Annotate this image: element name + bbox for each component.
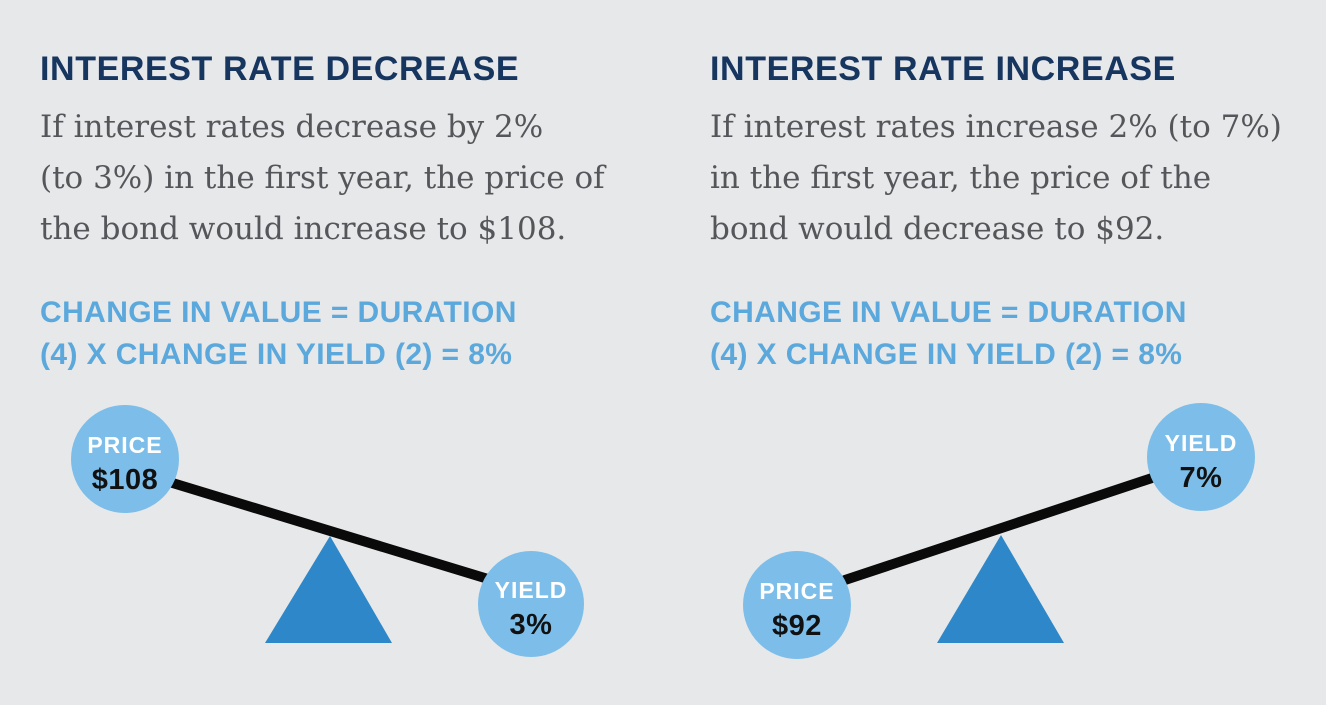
- seesaw-diagram-increase: YIELD 7% PRICE $92: [743, 403, 1255, 659]
- formula-line: CHANGE IN VALUE = DURATION: [710, 296, 1187, 329]
- description-line: (to 3%) in the first year, the price of: [40, 160, 605, 196]
- seesaw-beam: [840, 472, 1160, 585]
- price-circle: [743, 551, 851, 659]
- seesaw-beam: [161, 476, 493, 584]
- panel-description: If interest rates decrease by 2% (to 3%)…: [40, 102, 605, 255]
- price-circle-label: PRICE: [87, 432, 162, 458]
- yield-circle-value: 7%: [1180, 462, 1223, 494]
- description-line: the bond would increase to $108.: [40, 211, 567, 247]
- formula-line: CHANGE IN VALUE = DURATION: [40, 296, 517, 329]
- formula-text: CHANGE IN VALUE = DURATION (4) X CHANGE …: [710, 292, 1187, 376]
- description-line: in the first year, the price of the: [710, 160, 1212, 196]
- yield-circle-value: 3%: [510, 609, 553, 641]
- description-line: bond would decrease to $92.: [710, 211, 1165, 247]
- panel-title: INTEREST RATE DECREASE: [40, 50, 520, 88]
- yield-circle: [1147, 403, 1255, 511]
- panel-interest-rate-increase: INTEREST RATE INCREASE If interest rates…: [710, 0, 1326, 705]
- formula-text: CHANGE IN VALUE = DURATION (4) X CHANGE …: [40, 292, 517, 376]
- price-circle-value: $92: [772, 610, 822, 642]
- panel-title: INTEREST RATE INCREASE: [710, 50, 1176, 88]
- price-circle: [71, 405, 179, 513]
- yield-circle-label: YIELD: [1165, 430, 1238, 456]
- panel-interest-rate-decrease: INTEREST RATE DECREASE If interest rates…: [40, 0, 656, 705]
- seesaw-diagram-decrease: PRICE $108 YIELD 3%: [71, 405, 584, 657]
- description-line: If interest rates decrease by 2%: [40, 109, 544, 145]
- fulcrum-triangle-icon: [937, 535, 1064, 643]
- panel-description: If interest rates increase 2% (to 7%) in…: [710, 102, 1282, 255]
- yield-circle: [478, 551, 584, 657]
- price-circle-value: $108: [92, 464, 159, 496]
- formula-line: (4) X CHANGE IN YIELD (2) = 8%: [710, 338, 1183, 371]
- formula-line: (4) X CHANGE IN YIELD (2) = 8%: [40, 338, 513, 371]
- description-line: If interest rates increase 2% (to 7%): [710, 109, 1282, 145]
- yield-circle-label: YIELD: [495, 577, 568, 603]
- price-circle-label: PRICE: [759, 578, 834, 604]
- fulcrum-triangle-icon: [265, 536, 392, 643]
